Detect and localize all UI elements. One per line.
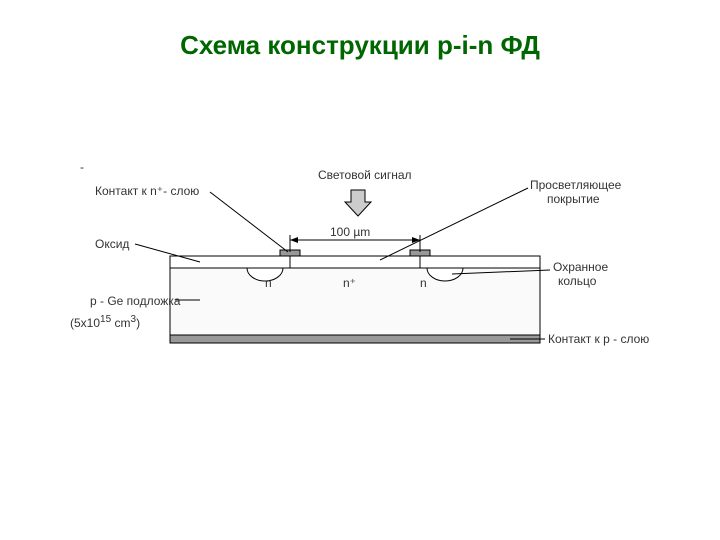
label-contact-n-plus: Контакт к n⁺- слою bbox=[95, 184, 199, 198]
label-substrate: p - Ge подложка bbox=[90, 294, 180, 308]
label-n-right: n bbox=[420, 276, 427, 290]
label-oxide: Оксид bbox=[95, 237, 129, 251]
light-arrow-icon bbox=[345, 190, 371, 216]
label-n-plus: n⁺ bbox=[343, 276, 356, 290]
label-ar-coating-1: Просветляющее bbox=[530, 178, 621, 192]
label-dimension: 100 µm bbox=[330, 225, 370, 239]
label-guard-ring-2: кольцо bbox=[558, 274, 596, 288]
label-ar-coating-2: покрытие bbox=[547, 192, 600, 206]
label-light-signal: Световой сигнал bbox=[318, 168, 412, 182]
pin-diagram bbox=[0, 0, 720, 540]
label-contact-p: Контакт к p - слою bbox=[548, 332, 649, 346]
n-plus-window bbox=[290, 256, 420, 268]
slide-bullet-dot: - bbox=[80, 160, 84, 174]
label-doping: (5x1015 cm3) bbox=[70, 314, 140, 330]
contact-p-bar bbox=[170, 335, 540, 343]
label-guard-ring-1: Охранное bbox=[553, 260, 608, 274]
label-n-left: n bbox=[265, 276, 272, 290]
